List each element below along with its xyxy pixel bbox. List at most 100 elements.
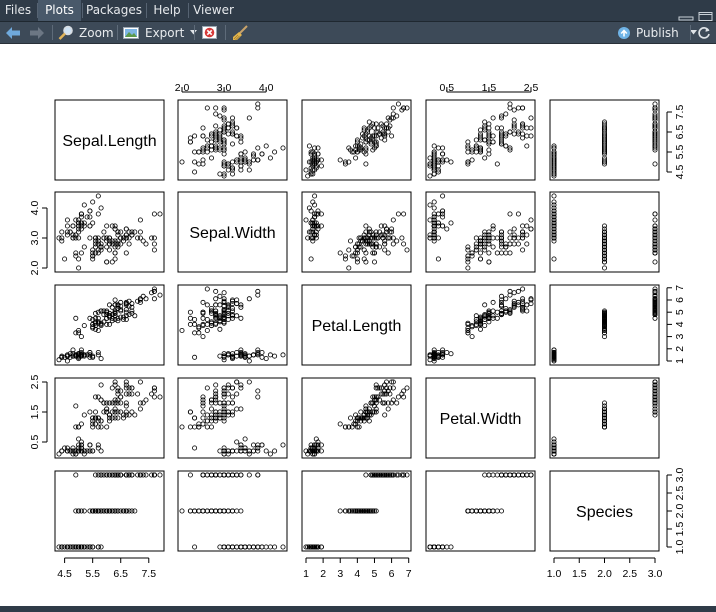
plot-viewer[interactable]: Sepal.Length Sepal.Width Petal.Length Petal… <box>0 44 716 606</box>
data-point <box>95 472 101 478</box>
data-point <box>383 125 389 131</box>
data-point <box>98 424 104 430</box>
data-point <box>602 334 608 340</box>
data-point <box>313 544 319 550</box>
data-point <box>221 129 227 135</box>
data-point <box>221 139 227 145</box>
data-point <box>192 544 198 550</box>
data-point <box>221 105 227 111</box>
data-point <box>515 105 521 111</box>
data-point <box>477 127 483 133</box>
data-point <box>250 151 256 157</box>
data-point <box>90 321 96 327</box>
data-point <box>221 299 227 305</box>
back-arrow-icon[interactable] <box>5 22 21 43</box>
data-point <box>115 391 121 397</box>
data-point <box>520 286 526 292</box>
data-point <box>551 205 557 211</box>
data-point <box>115 472 121 478</box>
zoom-button[interactable]: Zoom <box>58 22 114 43</box>
data-point <box>259 442 265 448</box>
data-point <box>250 544 256 550</box>
tab-packages[interactable]: Packages <box>86 3 142 17</box>
data-point <box>473 149 479 155</box>
data-point <box>104 406 110 412</box>
data-point <box>115 229 121 235</box>
data-point <box>126 229 132 235</box>
data-point <box>76 330 82 336</box>
axis-left-1: 2.0 3.0 4.0 <box>29 201 48 275</box>
tab-files[interactable]: Files <box>4 3 32 17</box>
publish-icon <box>617 26 631 40</box>
data-point <box>263 143 269 149</box>
tab-help[interactable]: Help <box>153 3 181 17</box>
data-point <box>192 330 198 336</box>
data-point <box>652 129 658 135</box>
data-point <box>93 315 99 321</box>
data-point <box>112 313 118 319</box>
data-point <box>473 508 479 514</box>
data-point <box>490 299 496 305</box>
tick-label: 1.5 <box>482 82 497 94</box>
data-point <box>482 508 488 514</box>
data-point <box>511 117 517 123</box>
forward-arrow-icon[interactable] <box>29 22 45 43</box>
data-point <box>337 421 343 427</box>
data-point <box>78 544 84 550</box>
data-point <box>81 448 87 454</box>
data-point <box>234 313 240 319</box>
data-point <box>305 235 311 241</box>
data-point <box>104 235 110 241</box>
data-point <box>373 508 379 514</box>
panel-1-4 <box>549 191 660 273</box>
data-point <box>109 315 115 321</box>
axis-bottom-4: 1.0 1.5 2.0 2.5 3.0 <box>547 557 662 580</box>
data-point <box>652 217 658 223</box>
data-point <box>486 147 492 153</box>
data-point <box>204 472 210 478</box>
data-point <box>652 391 658 397</box>
refresh-plot-icon[interactable] <box>697 22 711 43</box>
data-point <box>95 211 101 217</box>
panel-1-2 <box>301 191 412 273</box>
publish-button[interactable]: Publish <box>617 22 697 43</box>
data-point <box>490 315 496 321</box>
data-point <box>109 304 115 310</box>
data-point <box>149 235 155 241</box>
data-point <box>90 256 96 262</box>
data-point <box>431 153 437 159</box>
remove-plot-icon[interactable] <box>201 22 218 43</box>
data-point <box>652 400 658 406</box>
data-point <box>98 544 104 550</box>
maximize-pane-icon[interactable] <box>698 6 714 21</box>
data-point <box>126 472 132 478</box>
broom-icon[interactable] <box>232 22 249 43</box>
tab-viewer[interactable]: Viewer <box>193 3 234 17</box>
panel-frame <box>549 284 660 366</box>
data-point <box>118 303 124 309</box>
tab-plots[interactable]: Plots <box>38 0 81 21</box>
data-point <box>602 247 608 253</box>
data-point <box>204 508 210 514</box>
minimize-pane-icon[interactable] <box>678 6 694 21</box>
data-point <box>511 232 517 238</box>
data-point <box>84 214 90 220</box>
data-point <box>242 354 248 360</box>
data-point <box>652 394 658 400</box>
data-point <box>123 250 129 256</box>
data-point <box>98 508 104 514</box>
data-point <box>313 159 319 165</box>
data-point <box>76 544 82 550</box>
data-point <box>112 400 118 406</box>
data-point <box>486 508 492 514</box>
data-point <box>477 318 483 324</box>
export-menu-button[interactable]: Export <box>123 22 198 43</box>
data-point <box>123 400 129 406</box>
data-point <box>465 159 471 165</box>
tick-label: 5 <box>372 568 378 580</box>
panel-frame <box>177 191 288 273</box>
data-point <box>602 265 608 271</box>
data-point <box>118 394 124 400</box>
data-point <box>377 472 383 478</box>
data-point <box>217 472 223 478</box>
